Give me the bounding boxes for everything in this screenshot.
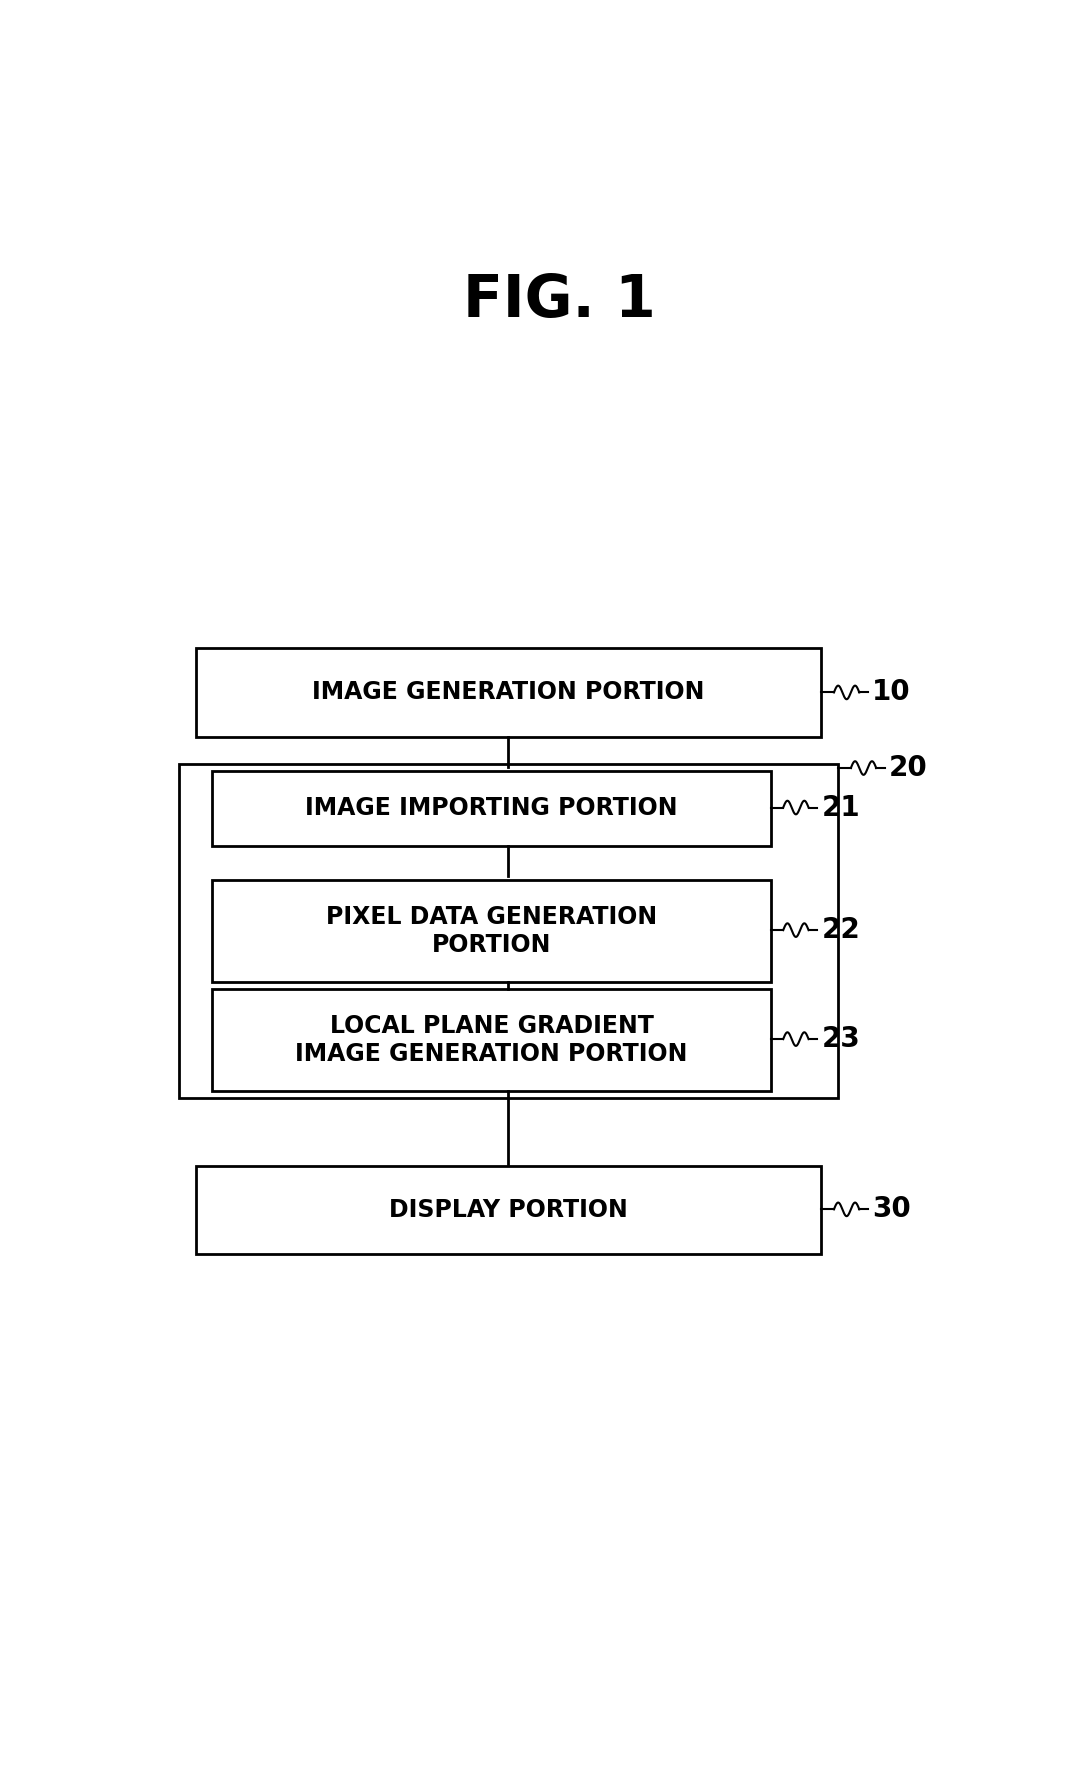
Text: DISPLAY PORTION: DISPLAY PORTION xyxy=(389,1198,627,1222)
Text: FIG. 1: FIG. 1 xyxy=(463,272,656,329)
Text: LOCAL PLANE GRADIENT
IMAGE GENERATION PORTION: LOCAL PLANE GRADIENT IMAGE GENERATION PO… xyxy=(296,1014,687,1065)
Text: 20: 20 xyxy=(889,754,927,782)
Text: IMAGE GENERATION PORTION: IMAGE GENERATION PORTION xyxy=(312,681,705,704)
Bar xyxy=(179,764,838,1097)
Bar xyxy=(195,1166,822,1254)
Text: PIXEL DATA GENERATION
PORTION: PIXEL DATA GENERATION PORTION xyxy=(326,906,657,957)
Bar xyxy=(213,771,770,846)
Text: 21: 21 xyxy=(822,794,860,821)
Bar xyxy=(213,879,770,982)
Bar xyxy=(213,989,770,1091)
Text: 30: 30 xyxy=(872,1196,911,1224)
Text: 23: 23 xyxy=(822,1024,860,1053)
Text: 22: 22 xyxy=(822,916,860,945)
Text: IMAGE IMPORTING PORTION: IMAGE IMPORTING PORTION xyxy=(305,796,678,821)
Text: 10: 10 xyxy=(872,679,911,706)
Bar xyxy=(195,647,822,736)
